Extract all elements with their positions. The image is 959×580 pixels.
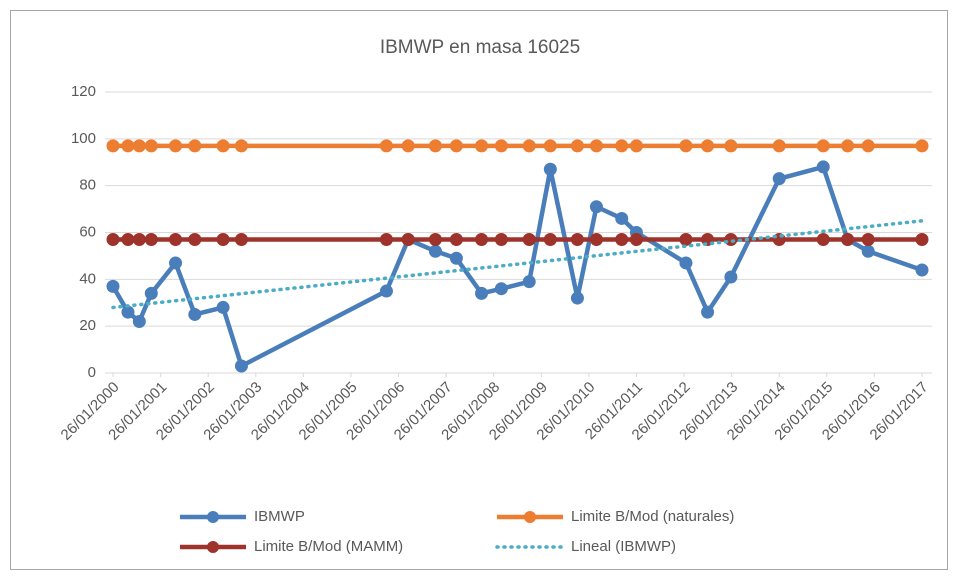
y-tick-label: 60 (79, 223, 96, 240)
y-tick-label: 40 (79, 270, 96, 287)
marker (589, 233, 603, 247)
marker (132, 233, 146, 247)
marker (861, 244, 875, 258)
marker (494, 282, 508, 296)
marker (841, 233, 855, 247)
y-tick-label: 20 (79, 317, 96, 334)
marker (494, 139, 508, 153)
marker (679, 256, 693, 270)
marker (543, 162, 557, 176)
y-tick-label: 120 (71, 83, 96, 100)
marker (522, 139, 536, 153)
legend-label: IBMWP (254, 508, 305, 525)
marker (449, 233, 463, 247)
marker (861, 233, 875, 247)
marker (144, 233, 158, 247)
marker (772, 172, 786, 186)
legend-marker (207, 541, 219, 553)
marker (615, 211, 629, 225)
marker (121, 139, 135, 153)
marker (449, 139, 463, 153)
marker (475, 139, 489, 153)
marker (615, 233, 629, 247)
marker (570, 233, 584, 247)
series-line (111, 164, 923, 369)
marker (188, 139, 202, 153)
marker (589, 200, 603, 214)
legend-label: Lineal (IBMWP) (571, 538, 676, 555)
marker (475, 286, 489, 300)
marker (915, 139, 929, 153)
marker (216, 300, 230, 314)
marker (121, 233, 135, 247)
marker (724, 270, 738, 284)
y-tick-label: 80 (79, 177, 96, 194)
chart-title: IBMWP en masa 16025 (380, 37, 580, 58)
marker (570, 291, 584, 305)
marker (106, 139, 120, 153)
marker (679, 139, 693, 153)
marker (106, 233, 120, 247)
trend-line (111, 219, 924, 310)
marker (132, 314, 146, 328)
legend-marker (207, 511, 219, 523)
marker (234, 359, 248, 373)
marker (132, 139, 146, 153)
marker (475, 233, 489, 247)
marker (816, 139, 830, 153)
marker (724, 139, 738, 153)
marker (188, 307, 202, 321)
legend-marker (524, 511, 536, 523)
marker (169, 256, 183, 270)
marker (615, 139, 629, 153)
marker (428, 233, 442, 247)
marker (234, 233, 248, 247)
marker (816, 160, 830, 174)
legend-label: Limite B/Mod (naturales) (571, 508, 734, 525)
marker (543, 139, 557, 153)
marker (428, 139, 442, 153)
marker (449, 251, 463, 265)
marker (816, 233, 830, 247)
marker (144, 139, 158, 153)
marker (841, 139, 855, 153)
marker (915, 233, 929, 247)
marker (169, 139, 183, 153)
marker (701, 139, 715, 153)
marker (701, 305, 715, 319)
marker (522, 233, 536, 247)
y-tick-label: 0 (88, 364, 96, 381)
marker (144, 286, 158, 300)
marker (629, 139, 643, 153)
marker (494, 233, 508, 247)
marker (772, 139, 786, 153)
marker (379, 233, 393, 247)
marker (379, 284, 393, 298)
marker (106, 279, 120, 293)
marker (543, 233, 557, 247)
y-tick-label: 100 (71, 130, 96, 147)
legend-label: Limite B/Mod (MAMM) (254, 538, 403, 555)
marker (861, 139, 875, 153)
marker (401, 233, 415, 247)
marker (589, 139, 603, 153)
marker (216, 233, 230, 247)
marker (401, 139, 415, 153)
marker (169, 233, 183, 247)
marker (724, 233, 738, 247)
marker (570, 139, 584, 153)
marker (234, 139, 248, 153)
marker (915, 263, 929, 277)
marker (121, 305, 135, 319)
marker (522, 275, 536, 289)
marker (216, 139, 230, 153)
marker (679, 233, 693, 247)
marker (188, 233, 202, 247)
marker (428, 244, 442, 258)
marker (629, 233, 643, 247)
marker (379, 139, 393, 153)
